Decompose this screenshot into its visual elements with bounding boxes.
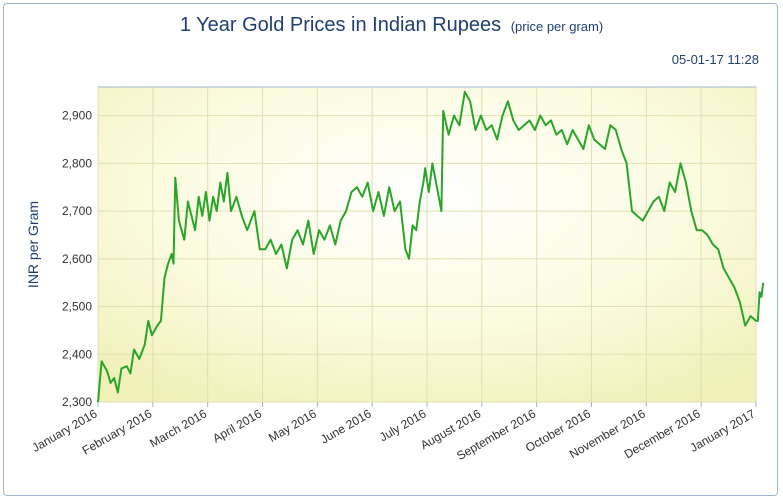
y-tick-label: 2,600 — [62, 252, 92, 266]
chart-subtitle: (price per gram) — [510, 19, 604, 34]
y-axis: 2,300 2,400 2,500 2,600 2,700 2,800 2,900 — [62, 109, 92, 409]
timestamp: 05-01-17 11:28 — [671, 52, 759, 67]
y-axis-label: INR per Gram — [25, 201, 41, 288]
chart-title-block: 1 Year Gold Prices in Indian Rupees (pri… — [0, 14, 783, 37]
x-tick-label: March 2016 — [147, 406, 209, 450]
x-tick-label: April 2016 — [210, 406, 264, 445]
series-line — [97, 90, 765, 403]
chart-title: 1 Year Gold Prices in Indian Rupees — [179, 14, 502, 36]
y-tick-label: 2,900 — [62, 109, 92, 123]
x-tick-label: June 2016 — [318, 406, 374, 446]
y-tick-label: 2,700 — [62, 204, 92, 218]
y-tick-label: 2,300 — [62, 395, 92, 409]
y-tick-label: 2,500 — [62, 300, 92, 314]
y-tick-label: 2,800 — [62, 156, 92, 170]
x-tick-label: May 2016 — [266, 406, 319, 445]
y-tick-label: 2,400 — [62, 347, 92, 361]
